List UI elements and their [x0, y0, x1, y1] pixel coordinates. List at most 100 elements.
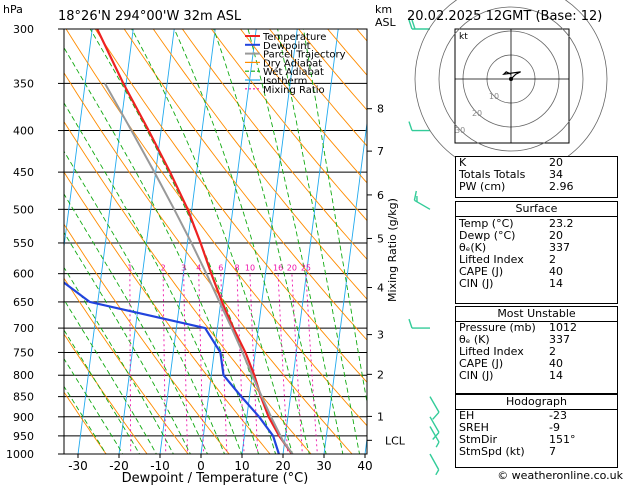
km-tick-label: 2 — [377, 368, 384, 381]
pressure-tick-label: 500 — [13, 203, 34, 216]
hodograph-frame — [454, 28, 570, 144]
hodograph-storm-motion — [509, 77, 513, 81]
isotherm-line — [241, 29, 298, 454]
wind-barb-staff — [429, 426, 440, 443]
most-unstable-title: Most Unstable — [497, 307, 576, 320]
dry-adiabat-line — [210, 29, 367, 222]
km-tick-label: 6 — [377, 189, 384, 202]
hodograph-box: Hodograph EH -23 SREH -9 StmDir 151° StmSpd… — [455, 394, 618, 468]
wind-barb-feather — [413, 190, 417, 201]
surface-cin: CIN (J) 14 — [459, 277, 563, 290]
wind-barb-feather — [408, 121, 413, 131]
km-tick-label: 1 — [377, 410, 384, 423]
mu-cape: CAPE (J) 40 — [459, 357, 563, 370]
dry-adiabat-line — [64, 223, 230, 454]
hodograph-ring — [438, 6, 584, 152]
mixing-ratio-tick-label: 6 — [218, 264, 223, 273]
legend-entry: Temperature — [262, 32, 326, 43]
dry-adiabat-line — [94, 29, 367, 383]
index-box-top: K 20 Totals Totals 34 PW (cm) 2.96 — [455, 156, 618, 198]
hodograph-divider — [456, 409, 617, 410]
hodograph-title: Hodograph — [506, 395, 567, 408]
surface-lifted-index: Lifted Index 2 — [459, 253, 556, 266]
pressure-tick-label: 900 — [13, 411, 34, 424]
copyright: © weatheronline.co.uk — [497, 469, 623, 482]
surface-box: Surface Temp (°C) 23.2 Dewp (°C) 20 θₑ(K) 3… — [455, 201, 618, 304]
plot-frame — [63, 28, 368, 455]
wind-barb-staff — [429, 416, 440, 433]
wind-barb-feather — [435, 441, 440, 448]
isotherm-line — [118, 29, 175, 454]
dewpoint-line — [64, 281, 281, 454]
mixing-ratio-tick-label: 4 — [196, 264, 201, 273]
index-row-totals: Totals Totals 34 — [459, 168, 563, 181]
km-tick-label: 8 — [377, 103, 384, 116]
most-unstable-box: Most Unstable Pressure (mb) 1012 θₑ (K) 33… — [455, 306, 618, 394]
temperature-line — [96, 29, 294, 454]
mixing-ratio-tick-label: 25 — [301, 264, 311, 273]
pressure-axis: 300 350 400 450 500 550 600 650 700 750 800 850 900 9… — [6, 23, 64, 461]
wet-adiabat-line — [64, 231, 191, 454]
pressure-tick-label: 1000 — [6, 448, 34, 461]
pressure-tick-label: 350 — [13, 77, 34, 90]
isotherm-line — [77, 29, 134, 454]
temperature-tick-label: -20 — [109, 459, 129, 473]
wet-adiabat-line — [64, 46, 260, 454]
mixing-ratio-tick-label: 3 — [181, 264, 186, 273]
surface-theta-e: θₑ(K) 337 — [459, 241, 570, 254]
wind-barb-feather — [411, 19, 416, 30]
mu-lifted-index: Lifted Index 2 — [459, 345, 556, 358]
location-title: 18°26'N 294°00'W 32m ASL — [58, 9, 242, 24]
pressure-tick-label: 700 — [13, 322, 34, 335]
pressure-tick-label: 800 — [13, 369, 34, 382]
legend-entry: Dry Adiabat — [263, 58, 322, 69]
hodograph: kt 10 20 30 — [414, 0, 608, 176]
mixing-ratio-line — [249, 273, 259, 454]
mixing-ratio-tick-label: 20 — [287, 264, 297, 273]
most-unstable-divider — [456, 321, 617, 322]
pressure-tick-label: 750 — [13, 346, 34, 359]
pressure-tick-label: 600 — [13, 268, 34, 281]
wet-adiabat-line — [247, 29, 344, 454]
km-tick-label: 5 — [377, 232, 384, 245]
wet-adiabat-line — [303, 29, 367, 406]
pressure-tick-label: 650 — [13, 296, 34, 309]
legend-entry: Parcel Trajectory — [263, 50, 346, 61]
mixing-ratio-line — [129, 273, 132, 454]
mixing-ratio-labels: 1 2 3 4 6 8 10 16 20 25 — [127, 264, 311, 273]
pressure-tick-label: 950 — [13, 430, 34, 443]
dry-adiabat-line — [64, 72, 353, 454]
temperature-tick-label: 20 — [275, 459, 290, 473]
legend-entry: Isotherm — [263, 76, 307, 87]
pressure-tick-label: 550 — [13, 237, 34, 250]
mu-theta-e: θₑ (K) 337 — [459, 333, 570, 346]
parcel-trajectory-line — [104, 82, 294, 454]
dry-adiabat-line — [268, 29, 367, 147]
mixing-ratio-line — [183, 273, 188, 454]
legend-entry: Mixing Ratio — [263, 85, 325, 96]
mixing-ratio-line — [236, 273, 245, 454]
dry-adiabat-line — [152, 29, 367, 300]
wet-adiabat-line — [173, 29, 310, 454]
wet-adiabat-line — [89, 29, 277, 454]
temperature-tick-label: 10 — [234, 459, 249, 473]
wet-adiabat-line — [64, 102, 243, 454]
mu-cin: CIN (J) 14 — [459, 369, 563, 382]
dry-adiabat-line — [181, 29, 367, 260]
legend-entry: Wet Adiabat — [263, 67, 324, 78]
isotherm-line — [0, 5, 13, 472]
mixing-ratio-tick-label: 10 — [245, 264, 255, 273]
dry-adiabat-line — [64, 277, 189, 454]
dry-adiabat-line — [64, 171, 271, 454]
hodograph-kt-label: kt — [459, 32, 468, 42]
wet-adiabat-line — [64, 193, 208, 454]
hodograph-trace — [502, 71, 521, 80]
km-tick-label: LCL — [385, 434, 406, 447]
wind-barb-feather — [408, 19, 413, 30]
temperature-tick-label: 0 — [197, 459, 205, 473]
surface-divider — [456, 216, 617, 217]
mu-pressure: Pressure (mb) 1012 — [459, 321, 577, 334]
wet-adiabat-line — [64, 150, 225, 454]
